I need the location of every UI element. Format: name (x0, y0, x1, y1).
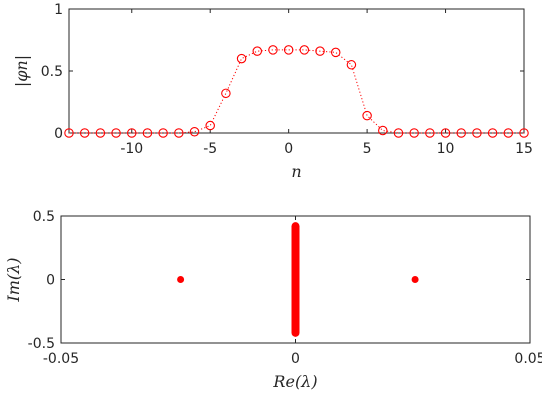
x-tick-label: 5 (363, 141, 372, 157)
x-tick-label: 0.05 (514, 351, 542, 367)
y-tick-label: 0 (54, 126, 63, 142)
x-tick-label: 10 (437, 141, 455, 157)
y-tick-label: 0.5 (33, 209, 55, 225)
data-point (189, 127, 200, 137)
x-tick-label: -0.05 (43, 351, 79, 367)
plot-frame (68, 8, 525, 134)
x-tick-label: 15 (515, 141, 533, 157)
data-point (95, 128, 106, 138)
y-axis-label: Im(λ) (4, 257, 23, 302)
data-point (409, 128, 419, 138)
y-tick-label: 1 (54, 2, 63, 18)
x-tick-label: 0 (291, 351, 300, 367)
data-point (519, 128, 529, 138)
data-point (299, 45, 310, 55)
data-point (111, 128, 121, 138)
data-point (315, 46, 325, 56)
chart-panel-1: -10 -5 0 5 10 15 0 0.5 1 n |φn| (12, 2, 533, 181)
data-point (283, 45, 294, 55)
data-point (425, 128, 435, 138)
data-point (158, 128, 168, 138)
data-point (127, 128, 137, 138)
eigenvalue-point (411, 276, 419, 283)
y-tick-label: -0.5 (28, 336, 55, 352)
chart-panel-2: -0.05 0 0.05 -0.5 0 0.5 Re(λ) Im(λ) (4, 209, 542, 391)
eigenvalue-band (291, 222, 300, 337)
y-axis-label: |φn| (12, 55, 31, 87)
data-point (378, 125, 388, 136)
data-point (487, 128, 498, 138)
data-point (268, 45, 278, 55)
eigenvalue-point (177, 276, 185, 283)
data-point (174, 128, 184, 138)
x-tick-label: -5 (203, 141, 217, 157)
data-point (236, 53, 247, 64)
data-point (221, 88, 231, 99)
data-point (503, 128, 514, 138)
data-point (142, 128, 153, 138)
data-point (64, 128, 74, 138)
data-point (79, 128, 90, 138)
data-point (330, 47, 341, 58)
data-point (346, 60, 357, 70)
data-point (362, 110, 372, 121)
data-point (440, 128, 451, 138)
data-point (393, 128, 404, 138)
y-tick-label: 0.5 (41, 64, 63, 80)
x-axis-label: Re(λ) (272, 372, 317, 391)
data-point (456, 128, 466, 138)
data-point (252, 46, 263, 56)
x-tick-label: -10 (120, 141, 143, 157)
data-point (472, 128, 482, 138)
series-line (69, 49, 524, 134)
x-tick-label: 0 (284, 141, 293, 157)
data-point (205, 120, 215, 131)
x-axis-label: n (291, 162, 301, 181)
y-tick-label: 0 (46, 273, 55, 289)
